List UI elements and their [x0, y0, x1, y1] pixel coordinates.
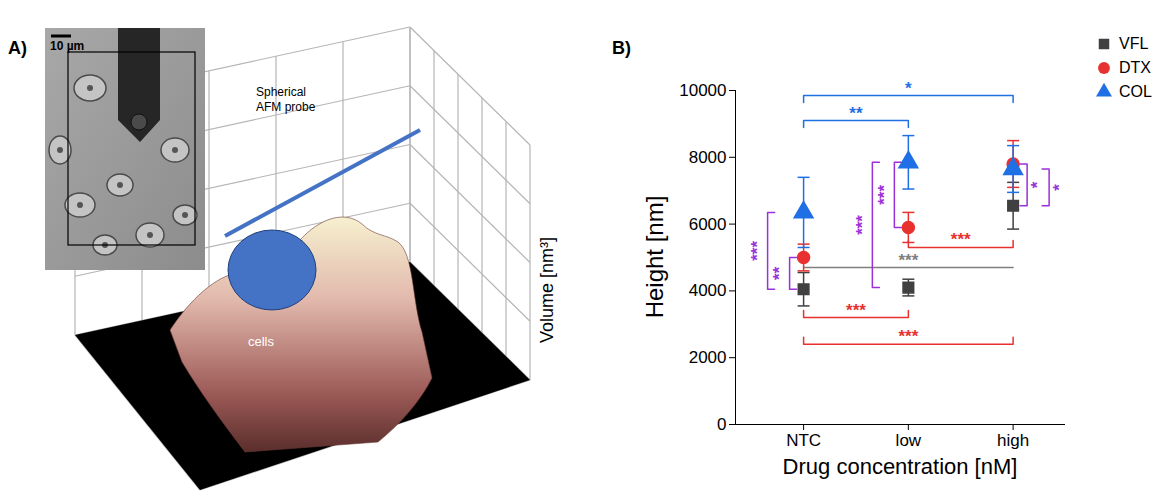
svg-text:***: *** [898, 251, 918, 270]
svg-text:*: * [1028, 181, 1047, 188]
svg-text:Volume [nm³]: Volume [nm³] [537, 237, 557, 343]
svg-text:6000: 6000 [689, 215, 727, 234]
svg-text:SphericalAFM probe: SphericalAFM probe [256, 85, 316, 114]
svg-text:*: * [905, 79, 912, 98]
svg-text:***: *** [853, 215, 872, 235]
html-text:B): B) [612, 38, 631, 58]
svg-text:8000: 8000 [689, 148, 727, 167]
svg-text:***: *** [875, 185, 894, 205]
svg-text:***: *** [846, 301, 866, 320]
svg-text:**: ** [849, 104, 863, 123]
svg-text:***: *** [898, 327, 918, 346]
html-text:DTX: DTX [1119, 59, 1151, 76]
svg-text:high: high [997, 431, 1029, 450]
svg-text:0: 0 [717, 415, 726, 434]
html-text:Drug concentration [nM]: Drug concentration [nM] [782, 454, 1018, 479]
svg-text:cells: cells [248, 334, 275, 349]
svg-text:***: *** [748, 241, 767, 261]
svg-text:***: *** [951, 230, 971, 249]
html-text:Height [nm]: Height [nm] [641, 195, 668, 319]
svg-text:**: ** [770, 266, 789, 280]
html-text:VFL: VFL [1119, 35, 1149, 52]
svg-text:*: * [1050, 184, 1069, 191]
svg-text:NTC: NTC [786, 431, 821, 450]
svg-text:10000: 10000 [679, 81, 726, 100]
svg-text:low: low [896, 431, 922, 450]
html-text:A): A) [8, 38, 27, 58]
svg-text:4000: 4000 [689, 281, 727, 300]
svg-text:10 µm: 10 µm [50, 39, 84, 53]
html-text:COL: COL [1119, 83, 1152, 100]
svg-text:2000: 2000 [689, 348, 727, 367]
